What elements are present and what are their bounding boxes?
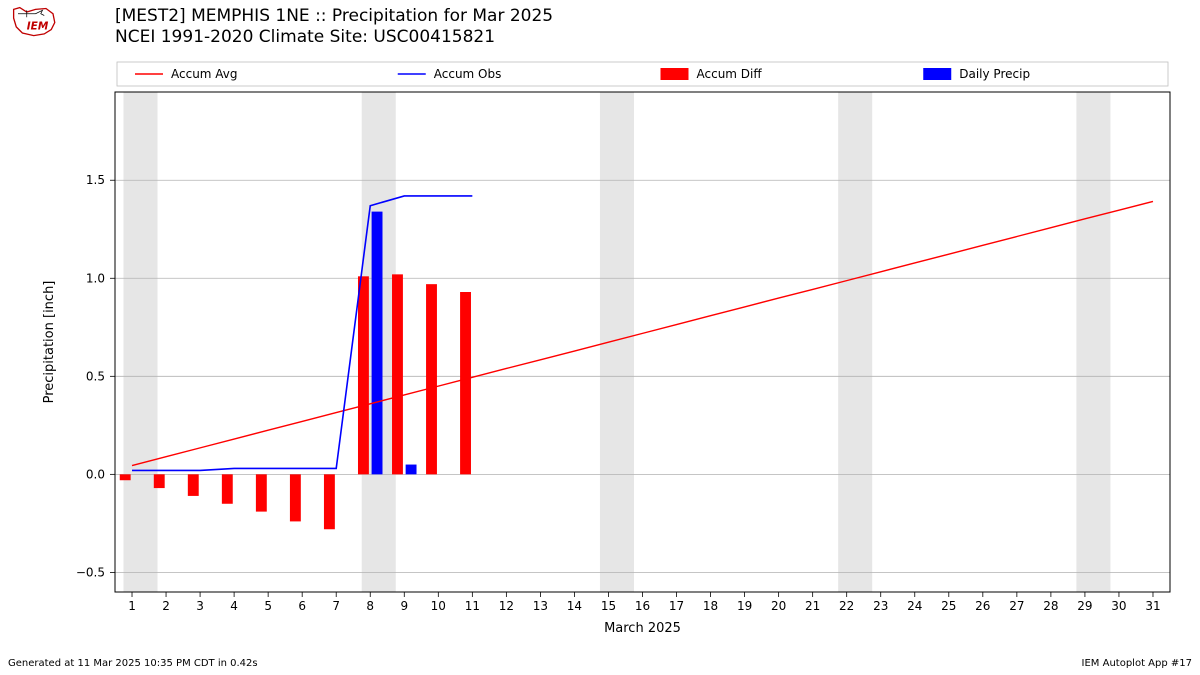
svg-text:Precipitation [inch]: Precipitation [inch]	[42, 281, 57, 404]
svg-text:1.0: 1.0	[86, 271, 105, 285]
generated-timestamp: Generated at 11 Mar 2025 10:35 PM CDT in…	[8, 658, 258, 669]
svg-text:25: 25	[941, 599, 956, 613]
svg-text:23: 23	[873, 599, 888, 613]
svg-text:22: 22	[839, 599, 854, 613]
svg-text:Accum Diff: Accum Diff	[697, 67, 763, 81]
svg-text:13: 13	[533, 599, 548, 613]
title-line-2: NCEI 1991-2020 Climate Site: USC00415821	[115, 27, 553, 48]
svg-text:IEM: IEM	[27, 21, 49, 33]
svg-text:0.0: 0.0	[86, 467, 105, 481]
svg-text:14: 14	[567, 599, 582, 613]
precipitation-chart: −0.50.00.51.01.5123456789101112131415161…	[0, 52, 1200, 657]
svg-text:2: 2	[162, 599, 170, 613]
svg-text:1: 1	[128, 599, 136, 613]
svg-text:20: 20	[771, 599, 786, 613]
svg-text:21: 21	[805, 599, 820, 613]
svg-text:16: 16	[635, 599, 650, 613]
svg-text:15: 15	[601, 599, 616, 613]
svg-text:Accum Avg: Accum Avg	[171, 67, 238, 81]
svg-text:Daily Precip: Daily Precip	[959, 67, 1030, 81]
svg-text:5: 5	[264, 599, 272, 613]
svg-text:1.5: 1.5	[86, 173, 105, 187]
svg-text:March 2025: March 2025	[604, 621, 681, 636]
svg-text:11: 11	[465, 599, 480, 613]
svg-text:Accum Obs: Accum Obs	[434, 67, 502, 81]
svg-text:7: 7	[332, 599, 340, 613]
svg-text:8: 8	[366, 599, 374, 613]
iem-logo: IEM	[8, 5, 63, 40]
svg-text:9: 9	[400, 599, 408, 613]
chart-title: [MEST2] MEMPHIS 1NE :: Precipitation for…	[115, 6, 553, 49]
svg-text:4: 4	[230, 599, 238, 613]
svg-text:26: 26	[975, 599, 990, 613]
svg-text:18: 18	[703, 599, 718, 613]
title-line-1: [MEST2] MEMPHIS 1NE :: Precipitation for…	[115, 6, 553, 27]
svg-text:29: 29	[1077, 599, 1092, 613]
svg-text:3: 3	[196, 599, 204, 613]
svg-text:6: 6	[298, 599, 306, 613]
svg-text:19: 19	[737, 599, 752, 613]
svg-text:−0.5: −0.5	[76, 565, 105, 579]
svg-text:31: 31	[1145, 599, 1160, 613]
svg-text:28: 28	[1043, 599, 1058, 613]
svg-text:27: 27	[1009, 599, 1024, 613]
svg-text:24: 24	[907, 599, 922, 613]
svg-text:10: 10	[431, 599, 446, 613]
svg-text:12: 12	[499, 599, 514, 613]
app-credit: IEM Autoplot App #17	[1082, 658, 1192, 669]
svg-text:0.5: 0.5	[86, 369, 105, 383]
svg-text:17: 17	[669, 599, 684, 613]
svg-text:30: 30	[1111, 599, 1126, 613]
